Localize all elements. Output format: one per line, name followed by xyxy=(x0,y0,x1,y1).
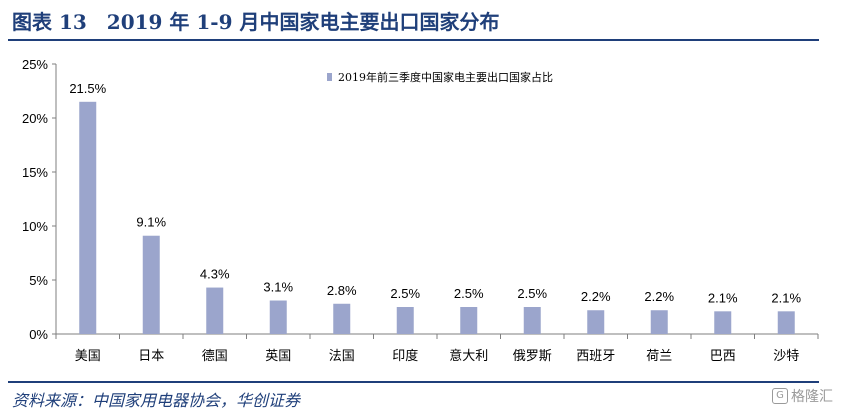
x-tick-label: 德国 xyxy=(202,349,228,364)
watermark-text: 格隆汇 xyxy=(791,389,833,405)
bar xyxy=(523,307,541,334)
bar xyxy=(396,307,414,334)
x-tick-label: 意大利 xyxy=(449,348,488,364)
bar xyxy=(142,235,160,334)
x-tick-label: 英国 xyxy=(265,349,291,364)
source-rule xyxy=(8,381,819,383)
bar-chart: 0% 5% 10% 15% 20% 25% 美国 日本 德国 英国 法国 印度 意大利 俄罗斯 西班牙 荷兰… xyxy=(22,57,819,364)
bar xyxy=(460,307,478,334)
figure-title: 图表 13 2019 年 1-9 月中国家电主要出口国家分布 xyxy=(12,10,500,34)
title-rule xyxy=(8,39,819,41)
y-tick-label: 0% xyxy=(29,327,48,342)
bar xyxy=(587,310,605,334)
watermark: G 格隆汇 xyxy=(772,386,833,406)
source-note: 资料来源：中国家用电器协会，华创证券 xyxy=(12,391,301,410)
data-label: 2.2% xyxy=(581,289,611,304)
data-label: 2.5% xyxy=(517,286,547,301)
legend-label: 2019年前三季度中国家电主要出口国家占比 xyxy=(338,70,553,84)
watermark-logo-icon: G xyxy=(772,388,788,404)
y-tick-label: 20% xyxy=(22,111,48,126)
bar xyxy=(650,310,668,334)
data-label: 4.3% xyxy=(200,267,230,282)
y-tick-label: 25% xyxy=(22,57,48,72)
x-tick-label: 荷兰 xyxy=(646,349,672,364)
x-tick-label: 印度 xyxy=(392,348,418,364)
data-label: 2.1% xyxy=(771,290,801,305)
x-tick-label: 巴西 xyxy=(710,349,736,364)
bar xyxy=(206,287,224,334)
bar xyxy=(777,311,795,334)
data-label: 2.8% xyxy=(327,283,357,298)
data-label: 2.5% xyxy=(390,286,420,301)
y-tick-label: 10% xyxy=(22,219,48,234)
x-axis: 美国 日本 德国 英国 法国 印度 意大利 俄罗斯 西班牙 荷兰 巴西 沙特 xyxy=(55,333,819,364)
x-tick-label: 沙特 xyxy=(773,349,799,364)
bar xyxy=(714,311,732,334)
bars: 21.5% 9.1% 4.3% 3.1% 2.8% 2.5% 2.5% 2.5% 2.2% 2.2… xyxy=(69,81,802,334)
data-label: 9.1% xyxy=(136,215,166,230)
data-label: 3.1% xyxy=(263,280,293,295)
x-tick-label: 俄罗斯 xyxy=(513,349,552,364)
bar xyxy=(269,300,287,334)
y-axis: 0% 5% 10% 15% 20% 25% xyxy=(22,57,57,342)
data-label: 2.1% xyxy=(708,290,738,305)
legend-swatch xyxy=(327,73,332,81)
x-tick-label: 日本 xyxy=(138,349,164,364)
bar xyxy=(333,303,351,334)
data-label: 21.5% xyxy=(69,81,106,96)
y-tick-label: 15% xyxy=(22,165,48,180)
x-tick-label: 西班牙 xyxy=(576,349,615,364)
x-tick-label: 美国 xyxy=(75,349,101,364)
data-label: 2.5% xyxy=(454,286,484,301)
legend: 2019年前三季度中国家电主要出口国家占比 xyxy=(327,70,553,84)
bar xyxy=(79,101,97,334)
data-label: 2.2% xyxy=(644,289,674,304)
x-tick-label: 法国 xyxy=(329,349,355,364)
y-tick-label: 5% xyxy=(29,273,48,288)
